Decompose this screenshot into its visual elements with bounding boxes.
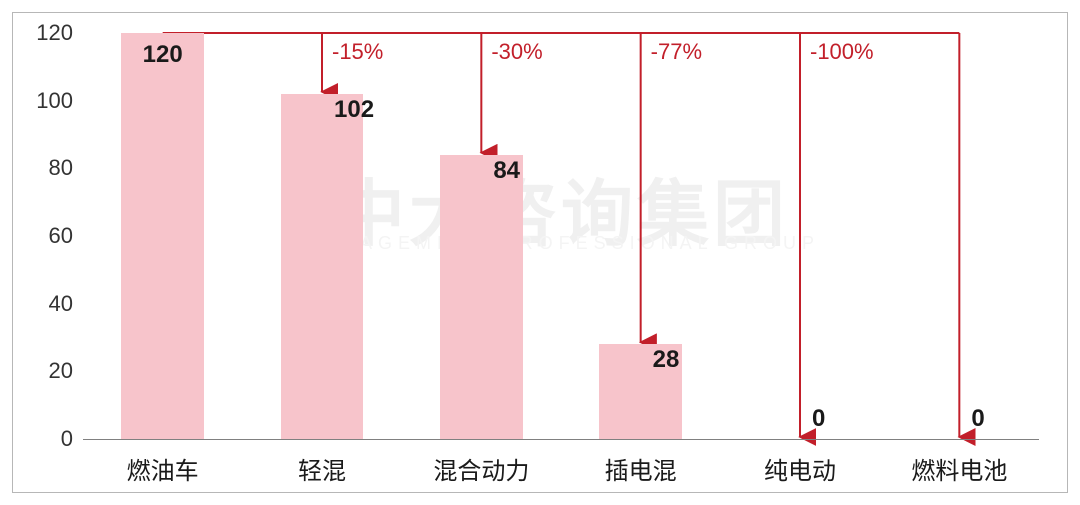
chart-border: 中大咨询集团 MANAGEMENT PROFESSIONAL GROUP 0 20… <box>12 12 1068 493</box>
percent-change-label: -100% <box>810 39 874 65</box>
x-axis-label: 轻混 <box>298 439 346 486</box>
bar-value-label: 0 <box>971 405 984 433</box>
y-tick-label: 20 <box>49 358 83 384</box>
watermark-main: 中大咨询集团 <box>83 155 1039 260</box>
arrow-layer <box>83 33 1039 439</box>
x-axis-line <box>83 439 1039 440</box>
percent-change-label: -77% <box>651 39 702 65</box>
y-tick-label: 40 <box>49 291 83 317</box>
bar-value-label: 0 <box>812 405 825 433</box>
y-tick-label: 0 <box>61 426 83 452</box>
percent-change-label: -30% <box>491 39 542 65</box>
bar-value-label: 84 <box>493 157 520 185</box>
x-axis-label: 纯电动 <box>764 439 836 486</box>
bar <box>121 33 204 439</box>
x-axis-label: 燃油车 <box>127 439 199 486</box>
y-tick-label: 120 <box>36 20 83 46</box>
y-tick-label: 80 <box>49 155 83 181</box>
watermark-sub: MANAGEMENT PROFESSIONAL GROUP <box>83 233 1039 254</box>
y-tick-label: 60 <box>49 223 83 249</box>
y-tick-label: 100 <box>36 88 83 114</box>
chart-frame: 中大咨询集团 MANAGEMENT PROFESSIONAL GROUP 0 20… <box>0 0 1080 505</box>
plot-area: 中大咨询集团 MANAGEMENT PROFESSIONAL GROUP 020… <box>83 33 1039 439</box>
bar-value-label: 120 <box>143 41 183 69</box>
bar-value-label: 102 <box>334 96 374 124</box>
bar-value-label: 28 <box>653 346 680 374</box>
x-axis-label: 混合动力 <box>433 439 529 486</box>
x-axis-label: 燃料电池 <box>911 439 1007 486</box>
x-axis-label: 插电混 <box>605 439 677 486</box>
bar <box>281 94 364 439</box>
bar <box>440 155 523 439</box>
percent-change-label: -15% <box>332 39 383 65</box>
